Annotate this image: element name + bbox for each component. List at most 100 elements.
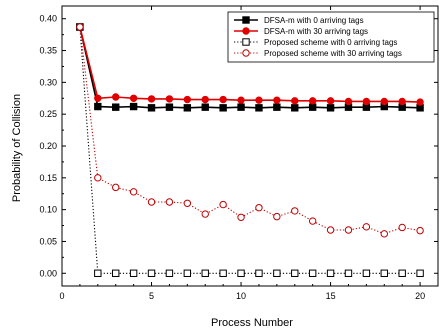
data-point-marker: [94, 269, 102, 277]
data-point-marker: [147, 104, 156, 112]
data-point-marker: [219, 104, 227, 112]
data-point-marker: [380, 97, 388, 106]
data-point-marker: [344, 97, 353, 106]
data-point-marker: [308, 217, 317, 225]
series-line: [79, 26, 421, 235]
y-tick-label: 0.05: [39, 236, 57, 246]
data-point-marker: [416, 226, 424, 235]
data-point-marker: [165, 95, 174, 103]
data-point-marker: [165, 103, 174, 111]
legend-label: Proposed scheme with 30 arriving tags: [264, 49, 402, 58]
y-tick-label: 0.35: [39, 46, 57, 56]
data-point-marker: [129, 269, 138, 277]
legend-box: [227, 11, 435, 63]
data-point-marker: [273, 269, 281, 277]
legend-label: DFSA-m with 0 arriving tags: [264, 16, 364, 25]
y-tick-label: 0.25: [39, 109, 57, 119]
data-point-marker: [219, 95, 227, 104]
x-axis-title: Process Number: [211, 317, 293, 329]
data-point-marker: [326, 269, 335, 277]
x-tick-label: 10: [236, 291, 246, 301]
data-point-marker: [183, 199, 192, 207]
legend: DFSA-m with 0 arriving tags DFSA-m with 3…: [227, 11, 435, 63]
data-point-marker: [255, 104, 263, 112]
data-point-marker: [380, 269, 388, 277]
data-point-marker: [237, 103, 245, 111]
y-tick-label: 0.10: [39, 205, 57, 215]
data-point-marker: [165, 198, 174, 206]
data-point-marker: [112, 93, 120, 101]
data-point-marker: [291, 207, 299, 215]
data-point-marker: [201, 103, 209, 111]
y-tick-label: 0.00: [39, 268, 57, 278]
data-point-marker: [255, 96, 263, 104]
data-point-marker: [308, 269, 317, 277]
data-point-marker: [129, 102, 138, 111]
data-point-marker: [362, 223, 371, 231]
data-point-marker: [291, 97, 299, 105]
series-2: [76, 23, 424, 106]
series-4: [76, 23, 424, 238]
data-point-marker: [308, 97, 317, 105]
data-point-marker: [147, 198, 156, 206]
plot-area: [61, 5, 439, 287]
data-point-marker: [242, 38, 250, 46]
data-point-marker: [344, 226, 353, 234]
y-tick-label: 0.40: [39, 14, 57, 24]
data-point-marker: [237, 213, 245, 221]
data-point-marker: [291, 269, 299, 277]
data-point-marker: [201, 269, 209, 277]
data-point-marker: [398, 97, 406, 106]
data-point-marker: [242, 49, 250, 57]
y-tick-label: 0.30: [39, 77, 57, 87]
data-point-marker: [291, 104, 299, 112]
data-point-marker: [242, 27, 250, 35]
legend-label: Proposed scheme with 0 arriving tags: [264, 38, 397, 47]
data-point-marker: [183, 104, 192, 112]
data-point-marker: [183, 269, 192, 277]
data-point-marker: [237, 96, 245, 104]
x-axis: 0 5 10 15 20: [59, 6, 425, 301]
data-point-marker: [273, 103, 281, 111]
data-point-marker: [201, 210, 209, 218]
data-point-marker: [326, 97, 335, 105]
data-point-marker: [94, 94, 102, 102]
y-tick-label: 0.15: [39, 173, 57, 183]
data-point-marker: [147, 269, 156, 277]
data-point-marker: [326, 104, 335, 112]
data-point-marker: [380, 230, 388, 238]
data-point-marker: [219, 200, 227, 209]
data-point-marker: [362, 97, 371, 106]
data-point-marker: [129, 94, 138, 102]
data-point-marker: [362, 269, 371, 277]
data-point-marker: [76, 23, 84, 31]
data-point-marker: [165, 269, 174, 277]
data-point-marker: [147, 95, 156, 103]
y-tick-label: 0.20: [39, 141, 57, 151]
data-point-marker: [112, 269, 120, 277]
x-tick-label: 15: [326, 291, 336, 301]
data-point-marker: [416, 98, 424, 106]
data-point-marker: [219, 269, 227, 277]
x-tick-label: 0: [59, 291, 64, 301]
data-point-marker: [308, 103, 317, 111]
data-point-marker: [112, 103, 120, 111]
data-point-marker: [398, 223, 406, 232]
data-point-marker: [129, 188, 138, 196]
legend-label: DFSA-m with 30 arriving tags: [264, 27, 368, 36]
data-point-marker: [416, 269, 424, 277]
data-point-marker: [273, 212, 281, 221]
y-axis: 0.00 0.05 0.10 0.15 0.20 0.25 0.30 0.35 0.40: [39, 14, 438, 278]
data-point-marker: [94, 102, 102, 111]
data-point-marker: [255, 204, 263, 212]
data-point-marker: [183, 95, 192, 104]
data-point-marker: [237, 269, 245, 277]
data-point-marker: [326, 226, 335, 234]
data-point-marker: [398, 269, 406, 277]
data-point-marker: [255, 269, 263, 277]
data-point-marker: [242, 16, 250, 24]
x-tick-label: 5: [149, 291, 154, 301]
x-tick-label: 20: [415, 291, 425, 301]
